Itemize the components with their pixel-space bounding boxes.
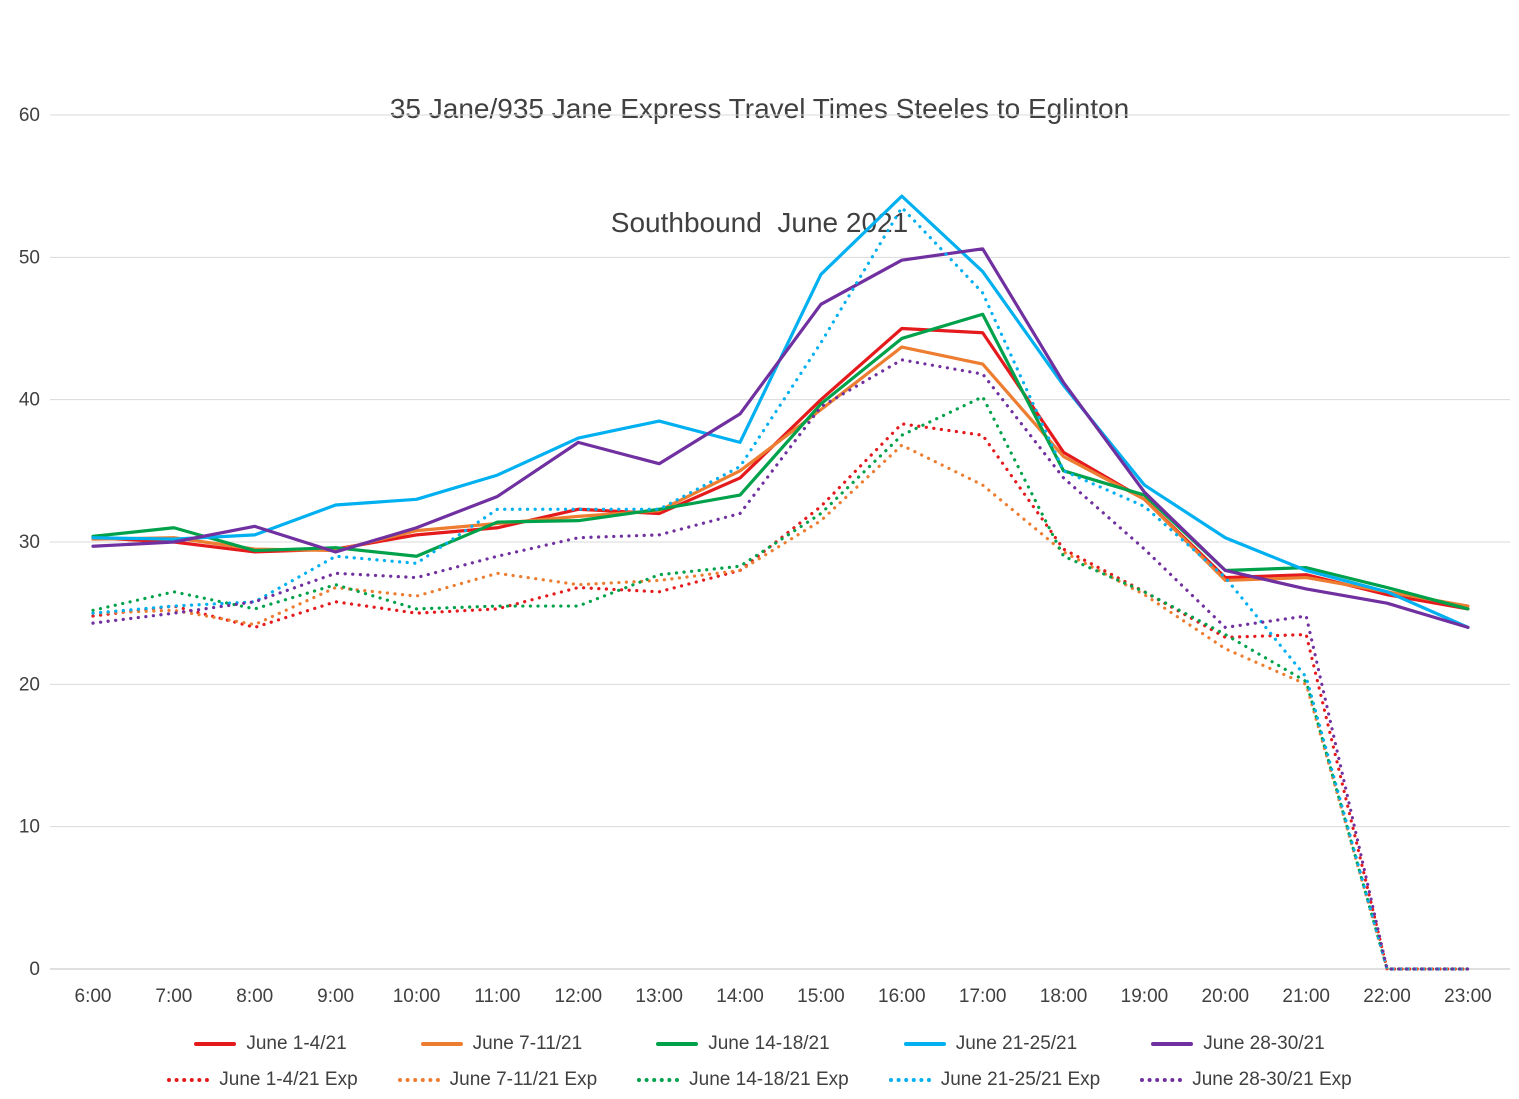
legend-swatch-solid-icon (420, 1042, 463, 1046)
x-tick-label: 16:00 (878, 986, 926, 1007)
series-line-june-14-18-21-exp (91, 395, 1470, 971)
x-tick-label: 8:00 (236, 986, 273, 1007)
legend-swatch-dotted-icon (397, 1078, 440, 1082)
x-tick-label: 10:00 (393, 986, 441, 1007)
x-tick-label: 18:00 (1040, 986, 1088, 1007)
legend-label: June 14-18/21 Exp (689, 1069, 849, 1090)
series-line-june-21-25-21-exp (91, 205, 1470, 971)
line-chart-plot: 0 10 20 30 40 50 60 6:00 7:00 8:00 9:00 10:00 11:00 1… (19, 105, 1510, 1007)
x-tick-label: 23:00 (1444, 986, 1492, 1007)
legend-label: June 21-25/21 Exp (940, 1069, 1101, 1090)
x-tick-label: 17:00 (959, 986, 1007, 1007)
legend-row-solid: June 1-4/21 June 7-11/21 June 14-18/21 J… (0, 1026, 1519, 1062)
y-tick-label: 30 (19, 532, 40, 553)
legend-item-june-1-4: June 1-4/21 (194, 1033, 347, 1055)
x-tick-label: 19:00 (1121, 986, 1169, 1007)
x-tick-label: 6:00 (75, 986, 112, 1007)
legend-item-june-21-25: June 21-25/21 (903, 1033, 1078, 1055)
legend-item-june-14-18: June 14-18/21 (656, 1033, 830, 1055)
legend-row-express: June 1-4/21 Exp June 7-11/21 Exp June 14… (0, 1062, 1519, 1098)
legend-swatch-solid-icon (903, 1042, 946, 1046)
legend-swatch-solid-icon (194, 1042, 237, 1046)
x-tick-label: 9:00 (317, 986, 354, 1007)
series-line-june-7-11-21-exp (91, 443, 1470, 971)
legend-item-june-14-18-exp: June 14-18/21 Exp (637, 1069, 849, 1091)
x-tick-label: 22:00 (1363, 986, 1411, 1007)
x-tick-label: 7:00 (155, 986, 192, 1007)
chart-title-line2: Southbound June 2021 (610, 207, 909, 238)
series-line-june-1-4-21-exp (91, 422, 1470, 971)
legend-label: June 28-30/21 (1203, 1033, 1325, 1054)
x-tick-label: 14:00 (716, 986, 764, 1007)
legend-label: June 7-11/21 Exp (449, 1069, 598, 1090)
legend-swatch-dotted-icon (1140, 1078, 1183, 1082)
y-tick-label: 10 (19, 817, 40, 838)
legend-swatch-solid-icon (1151, 1042, 1194, 1046)
legend-label: June 14-18/21 (708, 1033, 830, 1054)
legend-item-june-28-30-exp: June 28-30/21 Exp (1140, 1069, 1352, 1091)
chart-title-line1: 35 Jane/935 Jane Express Travel Times St… (389, 93, 1130, 124)
series-line-june-28-30-21 (91, 247, 1470, 630)
legend-label: June 21-25/21 (955, 1033, 1078, 1054)
legend-swatch-dotted-icon (637, 1078, 680, 1082)
y-tick-label: 0 (29, 959, 40, 980)
legend-item-june-1-4-exp: June 1-4/21 Exp (167, 1069, 358, 1091)
y-tick-label: 60 (19, 105, 40, 126)
x-tick-label: 20:00 (1202, 986, 1250, 1007)
x-tick-label: 12:00 (555, 986, 603, 1007)
x-tick-label: 11:00 (474, 986, 520, 1007)
legend-swatch-dotted-icon (888, 1078, 931, 1082)
series-line-june-7-11-21 (91, 345, 1470, 608)
chart-title: 35 Jane/935 Jane Express Travel Times St… (0, 14, 1519, 280)
legend-label: June 1-4/21 Exp (219, 1069, 358, 1090)
legend-item-june-28-30: June 28-30/21 (1151, 1033, 1325, 1055)
x-tick-label: 21:00 (1282, 986, 1330, 1007)
legend-swatch-solid-icon (656, 1042, 699, 1046)
series-line-june-21-25-21 (91, 194, 1470, 630)
legend-item-june-7-11-exp: June 7-11/21 Exp (397, 1069, 598, 1091)
x-tick-label: 13:00 (635, 986, 683, 1007)
legend-label: June 7-11/21 (472, 1033, 583, 1054)
legend-label: June 1-4/21 (246, 1033, 347, 1054)
series-line-june-1-4-21 (91, 326, 1470, 611)
legend-swatch-dotted-icon (167, 1078, 210, 1082)
x-tick-label: 15:00 (797, 986, 845, 1007)
legend-label: June 28-30/21 Exp (1192, 1069, 1352, 1090)
legend-item-june-21-25-exp: June 21-25/21 Exp (888, 1069, 1101, 1091)
series-line-june-28-30-21-exp (91, 358, 1470, 971)
y-tick-label: 20 (19, 674, 40, 695)
chart-legend: June 1-4/21 June 7-11/21 June 14-18/21 J… (0, 1026, 1519, 1098)
y-tick-label: 50 (19, 247, 40, 268)
y-tick-label: 40 (19, 390, 40, 411)
legend-item-june-7-11: June 7-11/21 (420, 1033, 583, 1055)
